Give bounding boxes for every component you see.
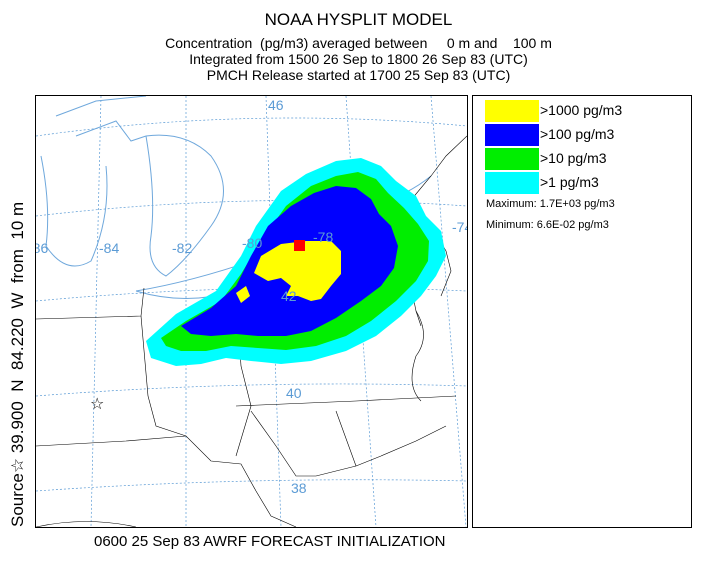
- release-subtitle: PMCH Release started at 1700 25 Sep 83 (…: [206, 67, 511, 83]
- lon-label-82: -82: [172, 240, 192, 256]
- lon-label-86: -86: [36, 240, 48, 256]
- graticule-labels: 46 42 40 38 -86 -84 -82 -80 -78 -74: [36, 97, 467, 496]
- legend-panel: >1000 pg/m3 >100 pg/m3 >10 pg/m3 >1 pg/m…: [472, 95, 692, 528]
- plot-title: NOAA HYSPLIT MODEL: [264, 10, 453, 29]
- ohio-river: [140, 315, 297, 527]
- legend-label-gt-1: >1 pg/m3: [540, 174, 599, 190]
- legend-label-gt-100: >100 pg/m3: [540, 126, 615, 142]
- region-gt-1000: [236, 241, 341, 303]
- lat-label-46: 46: [268, 97, 284, 113]
- minimum-value: Minimum: 6.6E-02 pg/m3: [486, 219, 609, 231]
- legend-swatch-gt-10: [485, 148, 539, 170]
- map-panel: 46 42 40 38 -86 -84 -82 -80 -78 -74 ☆: [35, 95, 468, 528]
- lat-label-38: 38: [291, 480, 307, 496]
- legend-label-gt-10: >10 pg/m3: [540, 150, 607, 166]
- forecast-initialization-label: 0600 25 Sep 83 AWRF FORECAST INITIALIZAT…: [94, 533, 446, 550]
- lat-label-40: 40: [286, 385, 302, 401]
- lon-label-80: -80: [242, 235, 262, 251]
- legend-swatch-gt-1: [485, 172, 539, 194]
- concentration-plume: [146, 158, 446, 366]
- lon-label-78: -78: [313, 229, 333, 245]
- legend-item-gt-10: >10 pg/m3: [485, 148, 685, 170]
- legend-swatch-gt-1000: [485, 100, 539, 122]
- lat-label-42: 42: [281, 288, 297, 304]
- maximum-value: Maximum: 1.7E+03 pg/m3: [486, 198, 615, 210]
- legend-swatch-gt-100: [485, 124, 539, 146]
- lake-huron: [145, 134, 224, 277]
- legend-item-gt-1000: >1000 pg/m3: [485, 100, 685, 122]
- maximum-concentration-marker: [294, 240, 305, 251]
- border-in-oh: [36, 287, 145, 320]
- lon-label-74: -74: [452, 219, 467, 235]
- border-wv: [250, 410, 357, 477]
- legend-item-gt-1: >1 pg/m3: [485, 172, 685, 194]
- legend-item-gt-100: >100 pg/m3: [485, 124, 685, 146]
- border-va-md: [335, 410, 447, 467]
- border-canada: [405, 135, 467, 207]
- source-star-icon: ☆: [90, 394, 104, 413]
- lake-michigan: [40, 155, 108, 267]
- source-location-label: Source☆ 39.900 N 84.220 W from 10 m: [8, 201, 27, 527]
- integration-subtitle: Integrated from 1500 26 Sep to 1800 26 S…: [189, 51, 528, 67]
- coast-nj: [411, 310, 424, 402]
- legend-label-gt-1000: >1000 pg/m3: [540, 102, 623, 118]
- concentration-subtitle: Concentration (pg/m3) averaged between 0…: [165, 35, 552, 51]
- map-canvas: 46 42 40 38 -86 -84 -82 -80 -78 -74 ☆: [36, 96, 467, 527]
- border-ky: [36, 435, 187, 447]
- mason-dixon: [235, 395, 457, 407]
- lon-label-84: -84: [99, 240, 119, 256]
